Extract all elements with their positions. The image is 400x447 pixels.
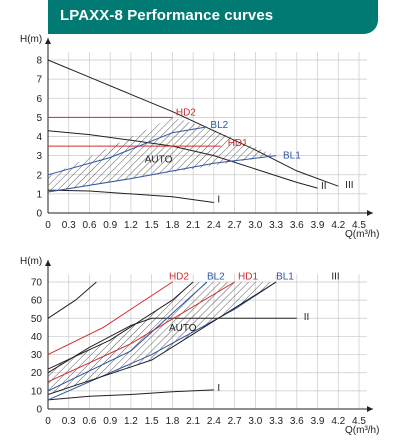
x-tick-label: 0.6 bbox=[83, 220, 97, 231]
y-tick-label: 0 bbox=[36, 209, 42, 220]
series-line-bl2 bbox=[47, 126, 208, 176]
curve-label-i: I bbox=[217, 383, 220, 394]
y-tick-label: 8 bbox=[36, 56, 42, 67]
x-tick-label: 3.3 bbox=[269, 416, 283, 427]
x-tick-label: 4.2 bbox=[331, 220, 345, 231]
y-tick-label: 3 bbox=[36, 151, 42, 162]
x-tick-label: 2.1 bbox=[186, 416, 200, 427]
y-axis-arrow bbox=[45, 38, 51, 44]
curve-label-hd2: HD2 bbox=[169, 271, 189, 282]
series-line-iii bbox=[47, 59, 339, 187]
x-tick-label: 0.9 bbox=[103, 220, 117, 231]
y-tick-label: 6 bbox=[36, 94, 42, 105]
y-axis-label: H(m) bbox=[20, 256, 42, 267]
curve-label-bl2: BL2 bbox=[207, 271, 225, 282]
x-tick-label: 4.2 bbox=[331, 416, 345, 427]
x-tick-label: 0.9 bbox=[103, 416, 117, 427]
curve-label-bl1: BL1 bbox=[283, 150, 301, 161]
series-line-auto-lower bbox=[47, 281, 277, 395]
curve-label-i: I bbox=[217, 194, 220, 205]
x-tick-label: 2.4 bbox=[207, 220, 221, 231]
x-tick-label: 2.7 bbox=[228, 220, 242, 231]
x-tick-label: 3.3 bbox=[269, 220, 283, 231]
chart-bottom: 0 0.3 0.6 0.9 1.2 1.5 1.8 2.1 2.4 2.7 3.0 3.3 3.6 3.9… bbox=[20, 256, 379, 436]
x-tick-label: 3.6 bbox=[290, 416, 304, 427]
series-line-hd2 bbox=[47, 281, 173, 356]
x-tick-label: 4.5 bbox=[352, 416, 366, 427]
curve-label-bl1: BL1 bbox=[276, 271, 294, 282]
x-tick-label: 0.3 bbox=[62, 220, 76, 231]
x-tick-label: 0 bbox=[45, 220, 51, 231]
title-banner-background bbox=[48, 0, 378, 34]
y-axis-arrow bbox=[45, 260, 51, 266]
curve-label-hd1: HD1 bbox=[238, 271, 258, 282]
y-tick-label: 60 bbox=[31, 296, 43, 307]
x-axis-label: Q(m³/h) bbox=[345, 229, 379, 240]
series-line-iii bbox=[47, 281, 97, 319]
y-tick-label: 7 bbox=[36, 75, 42, 86]
x-tick-label: 3.6 bbox=[290, 220, 304, 231]
x-tick-label: 1.8 bbox=[165, 220, 179, 231]
x-tick-label: 4.5 bbox=[352, 220, 366, 231]
series-line-i bbox=[47, 189, 214, 203]
y-tick-label: 50 bbox=[31, 314, 43, 325]
x-tick-label: 0.3 bbox=[62, 416, 76, 427]
y-axis-label: H(m) bbox=[20, 34, 42, 45]
x-axis-arrow bbox=[367, 406, 373, 412]
curve-label-iii: III bbox=[345, 180, 353, 191]
y-tick-label: 4 bbox=[36, 132, 42, 143]
x-tick-label: 1.5 bbox=[145, 220, 159, 231]
curve-label-hd2: HD2 bbox=[176, 107, 196, 118]
x-axis-arrow bbox=[367, 210, 373, 216]
x-tick-label: 0 bbox=[45, 416, 51, 427]
x-tick-label: 3.9 bbox=[311, 220, 325, 231]
series-line-bl2 bbox=[47, 281, 208, 392]
x-axis-label: Q(m³/h) bbox=[345, 425, 379, 436]
curve-label-auto: AUTO bbox=[145, 154, 173, 165]
series-line-auto-upper bbox=[47, 281, 194, 370]
curve-label-ii: II bbox=[304, 312, 310, 323]
chart-title: LPAXX-8 Performance curves bbox=[60, 7, 274, 24]
curve-label-ii: II bbox=[321, 181, 327, 192]
y-tick-label: 40 bbox=[31, 332, 43, 343]
auto-region bbox=[48, 117, 277, 192]
series-line-ii bbox=[47, 130, 318, 189]
x-tick-label: 3.0 bbox=[248, 220, 262, 231]
y-tick-label: 10 bbox=[31, 386, 43, 397]
y-tick-label: 2 bbox=[36, 170, 42, 181]
x-tick-label: 1.8 bbox=[165, 416, 179, 427]
x-tick-label: 1.5 bbox=[145, 416, 159, 427]
curve-label-bl2: BL2 bbox=[210, 120, 228, 131]
x-tick-label: 2.7 bbox=[228, 416, 242, 427]
x-tick-label: 3.9 bbox=[311, 416, 325, 427]
x-tick-label: 1.2 bbox=[124, 416, 138, 427]
x-tick-label: 3.0 bbox=[248, 416, 262, 427]
x-tick-label: 2.4 bbox=[207, 416, 221, 427]
x-tick-label: 1.2 bbox=[124, 220, 138, 231]
series-line-bl1 bbox=[47, 155, 277, 193]
curve-label-hd1: HD1 bbox=[228, 138, 248, 149]
chart-top: 0 0.3 0.6 0.9 1.2 1.5 1.8 2.1 2.4 2.7 3.0 3.3 3.6 3.9… bbox=[20, 34, 379, 240]
curve-label-iii: III bbox=[331, 271, 339, 282]
y-tick-label: 20 bbox=[31, 368, 43, 379]
y-tick-label: 70 bbox=[31, 278, 43, 289]
x-tick-label: 2.1 bbox=[186, 220, 200, 231]
x-tick-label: 0.6 bbox=[83, 416, 97, 427]
y-tick-label: 5 bbox=[36, 113, 42, 124]
curve-label-auto: AUTO bbox=[169, 323, 197, 334]
title-banner: LPAXX-8 Performance curves bbox=[48, 0, 378, 34]
y-tick-label: 30 bbox=[31, 350, 43, 361]
series-line-i bbox=[47, 389, 214, 401]
auto-region bbox=[48, 282, 277, 395]
y-tick-label: 1 bbox=[36, 189, 42, 200]
series-line-hd1 bbox=[47, 281, 235, 383]
y-tick-label: 0 bbox=[36, 405, 42, 416]
